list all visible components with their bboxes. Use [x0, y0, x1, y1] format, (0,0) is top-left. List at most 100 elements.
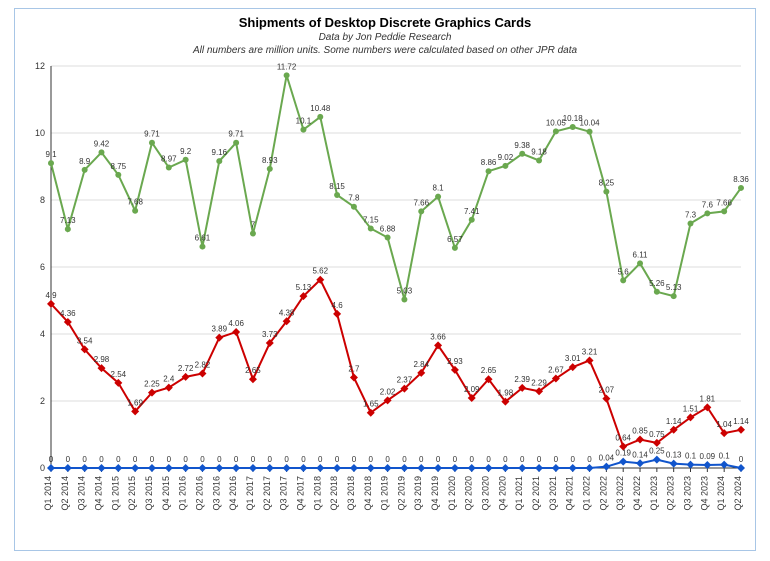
series-red-label: 2.25	[144, 380, 160, 389]
series-blue-marker	[81, 464, 89, 472]
series-green-label: 9.16	[212, 148, 228, 157]
series-red-label: 3.89	[212, 325, 228, 334]
series-blue-label: 0	[99, 455, 104, 464]
svg-text:Q1 2017: Q1 2017	[245, 476, 255, 511]
series-blue-marker	[720, 461, 728, 469]
chart-subtitle-2: All numbers are million units. Some numb…	[15, 45, 755, 56]
series-blue-label: 0.1	[685, 452, 697, 461]
svg-text:Q1 2019: Q1 2019	[380, 476, 390, 511]
series-green-label: 7.13	[60, 216, 76, 225]
svg-text:Q2 2024: Q2 2024	[733, 476, 743, 511]
series-blue-marker	[114, 464, 122, 472]
svg-text:Q2 2014: Q2 2014	[60, 476, 70, 511]
series-blue-marker	[266, 464, 274, 472]
series-green-label: 8.9	[79, 157, 91, 166]
series-red-label: 4.38	[279, 308, 295, 317]
series-green-marker	[250, 231, 256, 237]
series-green-marker	[284, 72, 290, 78]
svg-text:Q4 2016: Q4 2016	[228, 476, 238, 511]
svg-text:Q2 2018: Q2 2018	[329, 476, 339, 511]
series-green-marker	[519, 151, 525, 157]
series-red-marker	[232, 328, 240, 336]
series-green-marker	[368, 225, 374, 231]
series-green-marker	[115, 172, 121, 178]
series-green-label: 9.1	[45, 150, 57, 159]
svg-text:Q3 2021: Q3 2021	[548, 476, 558, 511]
svg-text:Q2 2015: Q2 2015	[127, 476, 137, 511]
series-green-label: 6.88	[380, 225, 396, 234]
series-red-label: 1.14	[733, 417, 749, 426]
line-chart: 024681012Q1 2014Q2 2014Q3 2014Q4 2014Q1 …	[15, 56, 753, 526]
series-blue-marker	[501, 464, 509, 472]
series-green-marker	[620, 277, 626, 283]
series-blue-marker	[434, 464, 442, 472]
series-green-label: 10.48	[310, 104, 331, 113]
series-red-label: 1.65	[363, 400, 379, 409]
series-red-label: 2.84	[413, 360, 429, 369]
series-blue-marker	[451, 464, 459, 472]
series-blue-marker	[131, 464, 139, 472]
svg-text:Q3 2015: Q3 2015	[144, 476, 154, 511]
series-green-label: 8.36	[733, 175, 749, 184]
series-blue-label: 0	[66, 455, 71, 464]
series-blue-marker	[485, 464, 493, 472]
series-blue-label: 0.1	[719, 452, 731, 461]
series-green-marker	[502, 163, 508, 169]
series-blue-label: 0	[520, 455, 525, 464]
series-green-marker	[553, 128, 559, 134]
series-red-marker	[249, 375, 257, 383]
series-blue-marker	[737, 464, 745, 472]
series-red-marker	[737, 426, 745, 434]
series-green-marker	[199, 244, 205, 250]
series-blue-label: 0.14	[632, 450, 648, 459]
series-blue-label: 0	[251, 455, 256, 464]
series-green-label: 7.68	[127, 198, 143, 207]
series-red-label: 3.73	[262, 330, 278, 339]
series-green-label: 5.03	[397, 286, 413, 295]
series-green-marker	[452, 245, 458, 251]
series-blue-label: 0.19	[615, 449, 631, 458]
series-green-marker	[216, 158, 222, 164]
series-red-label: 2.93	[447, 357, 463, 366]
series-blue-marker	[552, 464, 560, 472]
svg-text:Q3 2014: Q3 2014	[77, 476, 87, 511]
series-green-label: 8.75	[111, 162, 127, 171]
series-red-label: 3.66	[430, 332, 446, 341]
series-green-marker	[233, 140, 239, 146]
series-red-label: 2.07	[599, 386, 615, 395]
series-blue-marker	[670, 460, 678, 468]
series-green-label: 7.3	[685, 210, 697, 219]
series-green-marker	[149, 140, 155, 146]
series-green-label: 8.15	[329, 182, 345, 191]
series-red-label: 3.01	[565, 354, 581, 363]
series-green-label: 9.38	[514, 141, 530, 150]
series-green	[51, 75, 741, 299]
series-blue-marker	[97, 464, 105, 472]
svg-text:Q4 2019: Q4 2019	[430, 476, 440, 511]
series-red-label: 4.36	[60, 309, 76, 318]
series-red-label: 2.65	[481, 366, 497, 375]
svg-text:Q1 2014: Q1 2014	[43, 476, 53, 511]
series-red-marker	[350, 374, 358, 382]
svg-text:Q2 2021: Q2 2021	[531, 476, 541, 511]
series-blue-marker	[350, 464, 358, 472]
series-green-marker	[486, 168, 492, 174]
svg-text:2: 2	[40, 396, 45, 406]
series-red-label: 3.21	[582, 347, 598, 356]
svg-text:6: 6	[40, 262, 45, 272]
svg-text:Q4 2020: Q4 2020	[497, 476, 507, 511]
series-blue-label: 0	[503, 455, 508, 464]
series-red-label: 2.37	[397, 376, 413, 385]
series-blue-marker	[283, 464, 291, 472]
series-red-label: 2.29	[531, 378, 547, 387]
series-blue-label: 0	[268, 455, 273, 464]
series-blue-marker	[586, 464, 594, 472]
svg-text:Q3 2022: Q3 2022	[615, 476, 625, 511]
series-blue-marker	[687, 461, 695, 469]
series-red-label: 2.65	[245, 366, 261, 375]
series-green-label: 7.66	[413, 198, 429, 207]
svg-text:0: 0	[40, 463, 45, 473]
series-blue-marker	[518, 464, 526, 472]
series-green-marker	[48, 160, 54, 166]
series-green-label: 7.15	[363, 215, 379, 224]
